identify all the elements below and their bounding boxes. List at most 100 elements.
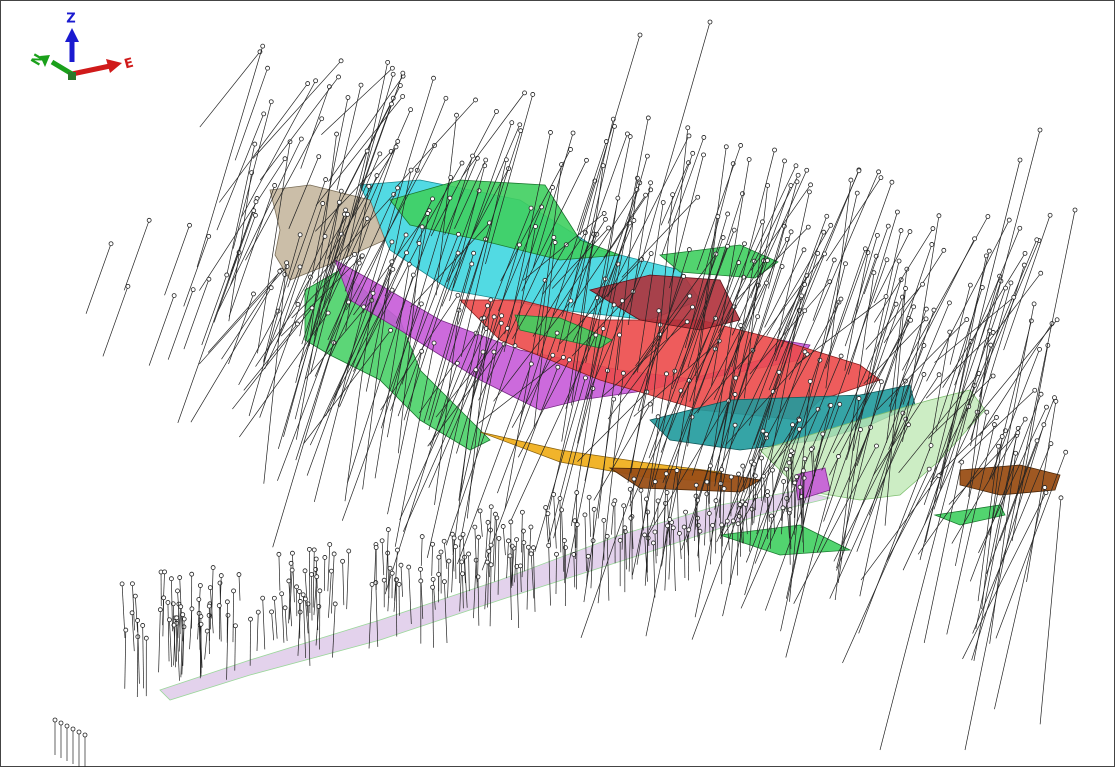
drillhole-trace: [327, 146, 397, 259]
drillhole-collar: [889, 179, 895, 185]
drillhole-trace: [713, 266, 783, 472]
drillhole-trace: [553, 494, 557, 549]
drillhole-collar: [749, 506, 755, 512]
drillhole-collar: [282, 272, 288, 277]
drillhole-trace: [829, 424, 909, 599]
drillhole-collar: [563, 545, 568, 550]
drillhole-trace: [243, 323, 298, 391]
drillhole-trace: [435, 115, 457, 296]
drillhole-trace: [423, 253, 474, 423]
drillhole-collar: [979, 285, 985, 290]
drillhole-trace: [432, 579, 436, 610]
e-axis-arrow: [71, 63, 111, 77]
drillhole-trace: [123, 220, 150, 291]
drillhole-collar: [305, 601, 311, 607]
drillhole-trace: [768, 253, 819, 420]
drillhole-trace: [310, 150, 368, 374]
drillhole-trace: [456, 244, 520, 454]
drillhole-collar: [732, 422, 738, 428]
drillhole-trace: [1026, 401, 1057, 582]
drillhole-collar: [447, 195, 453, 201]
drillhole-collar: [181, 616, 187, 622]
drillhole-collar: [167, 617, 172, 623]
drillhole-trace: [315, 558, 318, 589]
drillhole-trace: [401, 155, 473, 385]
drillhole-trace: [336, 85, 362, 191]
drillhole-collar: [1058, 495, 1064, 501]
drillhole-collar: [305, 81, 311, 86]
drillhole-trace: [460, 159, 507, 357]
drillhole-collar: [946, 300, 952, 306]
drillhole-collar: [178, 604, 184, 610]
drillhole-trace: [957, 390, 1036, 463]
drillhole-trace: [923, 462, 963, 643]
drillhole-collar: [140, 623, 146, 628]
drillhole-trace: [459, 537, 461, 584]
drillhole-trace: [500, 149, 571, 282]
drillhole-collar: [736, 471, 741, 477]
drillhole-collar: [794, 179, 800, 185]
drillhole-trace: [729, 149, 775, 328]
drillhole-trace: [171, 578, 173, 632]
drillhole-trace: [687, 216, 719, 447]
drillhole-collar: [123, 627, 129, 633]
drillhole-trace: [444, 581, 448, 643]
drillhole-collar: [788, 183, 794, 188]
drillhole-trace: [663, 473, 667, 523]
drillhole-collar: [289, 567, 295, 573]
drillhole-trace: [607, 135, 690, 298]
drillhole-collar: [999, 434, 1005, 439]
drillhole-trace: [764, 249, 805, 328]
drillhole-trace: [226, 143, 256, 274]
drillhole-collar: [677, 530, 682, 536]
drillhole-collar: [379, 538, 385, 544]
drillhole-collar: [550, 185, 555, 190]
drillhole-trace: [917, 430, 1006, 555]
drillhole-trace: [571, 165, 604, 406]
drillhole-collar: [615, 195, 621, 201]
drillhole-collar: [300, 592, 306, 598]
drillhole-collar: [923, 316, 929, 322]
drillhole-collar: [644, 496, 649, 502]
drillhole-collar: [885, 223, 891, 229]
drillhole-trace: [767, 495, 770, 522]
drillhole-collar: [871, 270, 877, 276]
drillhole-trace: [503, 132, 551, 353]
drillhole-trace: [502, 526, 506, 556]
drillhole-trace: [511, 546, 514, 586]
drillhole-collar: [165, 600, 171, 605]
drillhole-trace: [344, 141, 399, 292]
drillhole-collar: [455, 292, 461, 298]
drillhole-collar: [530, 92, 536, 97]
drillhole-trace: [632, 371, 676, 576]
drillhole-trace: [768, 169, 860, 391]
drillhole-collar: [670, 192, 676, 198]
drillhole-trace: [598, 220, 635, 303]
drillhole-collar: [418, 578, 424, 584]
drillhole-collar: [759, 455, 764, 461]
drillhole-trace: [995, 452, 1067, 639]
drillhole-collar: [621, 503, 627, 509]
drillhole-collar: [364, 148, 370, 154]
drillhole-trace: [796, 296, 887, 365]
drillhole-collar: [765, 493, 770, 498]
drillhole-collar: [647, 401, 653, 407]
drillhole-collar: [931, 307, 937, 313]
drillhole-collar: [972, 236, 977, 242]
drillhole-trace: [676, 470, 679, 535]
drillhole-trace: [332, 603, 336, 658]
drillhole-trace: [640, 490, 644, 531]
drillhole-collar: [707, 19, 713, 25]
drillhole-trace: [630, 479, 635, 519]
drillhole-collar: [389, 287, 395, 293]
drillhole-collar: [146, 217, 152, 223]
drillhole-trace: [410, 222, 490, 308]
drillhole-collar: [792, 480, 798, 486]
drillhole-trace: [228, 293, 254, 365]
drillhole-trace: [754, 355, 842, 564]
drillhole-collar: [550, 352, 556, 358]
drillhole-trace: [967, 319, 1058, 429]
drillhole-collar: [521, 540, 527, 546]
drillhole-trace: [729, 231, 792, 425]
drillhole-trace: [942, 253, 1026, 388]
